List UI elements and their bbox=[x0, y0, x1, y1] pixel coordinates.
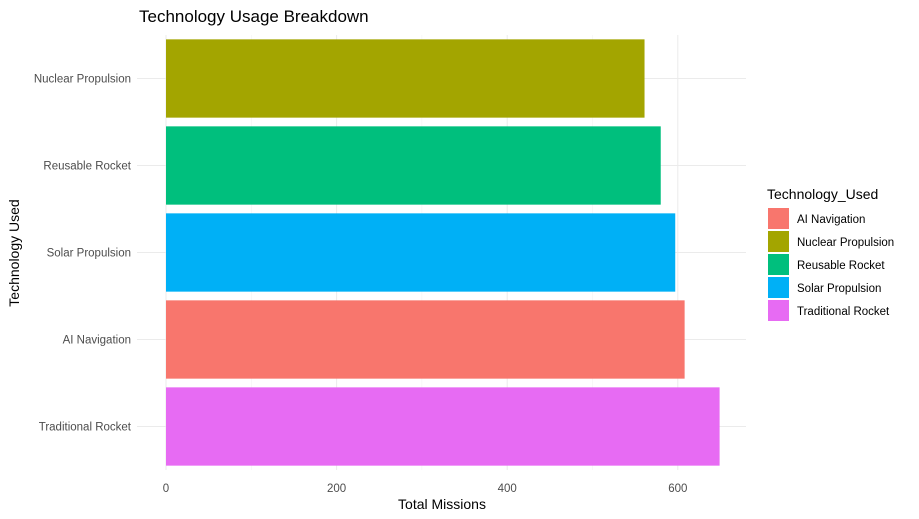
x-tick-label: 0 bbox=[163, 483, 169, 495]
legend-label: Nuclear Propulsion bbox=[797, 237, 894, 249]
chart-title: Technology Usage Breakdown bbox=[139, 7, 369, 26]
y-tick-label: Traditional Rocket bbox=[39, 422, 132, 434]
legend-swatch bbox=[768, 254, 789, 275]
legend-label: AI Navigation bbox=[797, 214, 865, 226]
x-tick-label: 600 bbox=[668, 483, 687, 495]
y-tick-label: AI Navigation bbox=[63, 335, 131, 347]
y-axis-tick-labels: Nuclear Propulsion Reusable Rocket Solar P… bbox=[34, 74, 132, 434]
y-tick-label: Nuclear Propulsion bbox=[34, 74, 131, 86]
legend-label: Solar Propulsion bbox=[797, 283, 881, 295]
bar-reusable-rocket bbox=[166, 126, 661, 205]
bar-ai-navigation bbox=[166, 300, 685, 379]
bar-nuclear-propulsion bbox=[166, 39, 645, 118]
legend-title: Technology_Used bbox=[767, 186, 878, 202]
x-tick-label: 400 bbox=[498, 483, 517, 495]
legend-swatch bbox=[768, 277, 789, 298]
legend-swatch bbox=[768, 300, 789, 321]
legend-label: Reusable Rocket bbox=[797, 260, 885, 272]
bars bbox=[166, 39, 720, 466]
x-axis-title: Total Missions bbox=[398, 496, 486, 512]
legend-swatch bbox=[768, 231, 789, 252]
y-tick-label: Solar Propulsion bbox=[47, 248, 131, 260]
x-tick-label: 200 bbox=[327, 483, 346, 495]
x-axis-tick-labels: 0 200 400 600 bbox=[163, 483, 688, 495]
y-axis-title: Technology Used bbox=[6, 199, 22, 306]
legend-label: Traditional Rocket bbox=[797, 306, 890, 318]
legend-swatch bbox=[768, 208, 789, 229]
bar-solar-propulsion bbox=[166, 213, 676, 292]
y-tick-label: Reusable Rocket bbox=[43, 161, 131, 173]
legend: Technology_Used AI Navigation Nuclear Pro… bbox=[767, 186, 894, 321]
bar-traditional-rocket bbox=[166, 387, 720, 466]
